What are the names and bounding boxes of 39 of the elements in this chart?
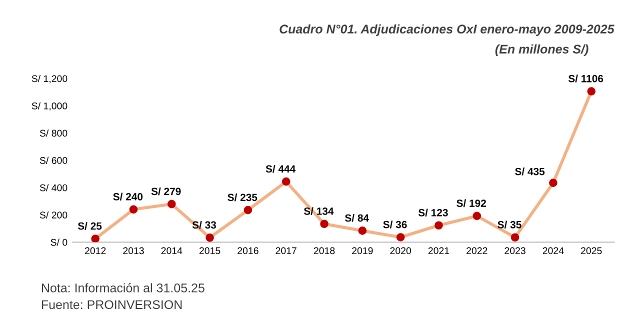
data-label: S/ 33 bbox=[192, 220, 216, 229]
x-tick-label: 2024 bbox=[542, 247, 564, 254]
x-tick-label: 2023 bbox=[504, 247, 526, 254]
x-tick-label: 2015 bbox=[199, 247, 220, 254]
x-tick-label: 2017 bbox=[276, 247, 296, 254]
y-tick-label: S/ 200 bbox=[40, 211, 68, 218]
data-label: S/ 84 bbox=[345, 214, 369, 222]
x-tick-label: 2025 bbox=[581, 247, 602, 254]
x-tick-label: 2016 bbox=[238, 247, 258, 254]
text: Nota: Información al 31.05.25 bbox=[42, 283, 204, 292]
data-label: S/ 444 bbox=[266, 164, 296, 173]
x-tick-label: 2020 bbox=[390, 247, 412, 254]
source-note: Fuente: PROINVERSION bbox=[42, 300, 182, 310]
y-tick-label: S/ 400 bbox=[40, 184, 68, 192]
y-tick-label: S/ 0 bbox=[50, 238, 68, 246]
x-tick-label: 2013 bbox=[123, 247, 144, 254]
x-tick-label: 2019 bbox=[352, 247, 373, 254]
data-label: S/ 192 bbox=[456, 199, 486, 208]
x-tick-label: 2012 bbox=[85, 247, 106, 254]
chart-title: Cuadro N°01. Adjudicaciones OxI enero-mayo 2009-2025 bbox=[280, 24, 614, 36]
data-label: S/ 240 bbox=[113, 192, 143, 201]
data-label: S/ 123 bbox=[418, 208, 448, 216]
data-label: S/ 35 bbox=[498, 220, 522, 228]
data-label: S/ 279 bbox=[151, 187, 181, 196]
y-tick-label: S/ 1,200 bbox=[32, 74, 68, 84]
x-tick-label: 2014 bbox=[161, 247, 182, 254]
x-tick-label: 2022 bbox=[466, 247, 488, 254]
x-tick-label: 2021 bbox=[428, 247, 450, 254]
chart-subtitle: (En millones S/) bbox=[495, 44, 588, 56]
data-label: S/ 25 bbox=[78, 222, 102, 230]
x-tick-label: 2018 bbox=[314, 247, 335, 254]
data-label: S/ 36 bbox=[383, 220, 407, 228]
y-tick-label: S/ 1,000 bbox=[32, 102, 68, 111]
y-tick-label: S/ 800 bbox=[40, 130, 68, 137]
data-label: S/ 435 bbox=[515, 168, 545, 176]
data-label: S/ 235 bbox=[228, 193, 258, 202]
data-label: S/ 1106 bbox=[568, 74, 604, 82]
y-tick-label: S/ 600 bbox=[40, 156, 68, 164]
data-label: S/ 134 bbox=[304, 207, 334, 215]
